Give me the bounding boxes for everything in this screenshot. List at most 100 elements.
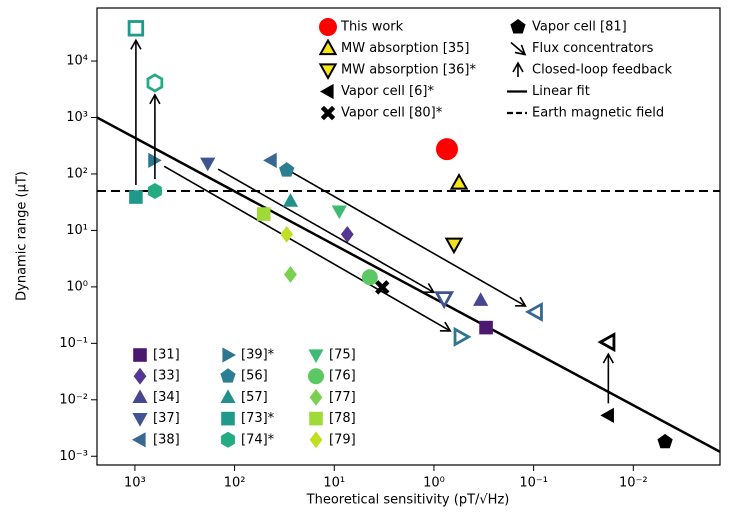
legend-marker [222,347,236,363]
legend-label: [56] [241,369,268,384]
data-point [435,138,458,161]
legend-label: [31] [153,348,180,363]
data-point [453,326,472,347]
legend-marker [309,431,323,449]
arrow [281,165,527,307]
legend-label: [75] [329,348,356,363]
legend-label: [79] [329,432,356,447]
legend-marker [309,389,323,406]
arrow [510,41,527,56]
fit-line [97,116,720,453]
data-point [657,433,673,449]
x-tick-label: 10² [224,476,246,491]
legend-marker [318,63,338,81]
y-tick-label: 10⁴ [66,54,88,69]
y-tick-label: 10⁰ [66,279,88,294]
legend-label: [73]* [241,411,275,426]
legend-marker [133,348,147,362]
legend-marker [221,411,235,426]
data-point [524,301,543,322]
data-point [127,20,145,37]
legend-label: [57] [241,390,268,405]
legend-label: [78] [329,411,356,426]
legend-marker [220,389,236,403]
legend-label: [38] [153,432,180,447]
data-point [434,291,455,310]
data-point [279,162,295,177]
legend-marker [132,389,148,403]
data-point [256,207,271,221]
legend-label: Closed-loop feedback [532,63,672,78]
data-point [375,280,390,295]
data-point [280,226,294,243]
legend-label: Earth magnetic field [532,106,664,121]
data-point [600,407,614,423]
legend-label: [39]* [241,348,275,363]
legend-marker [308,368,324,385]
legend-marker [320,83,334,100]
y-axis-label: Dynamic range (µT) [15,171,30,301]
x-tick-label: 10¹ [323,476,345,491]
y-tick-label: 10⁻¹ [59,336,88,351]
legend-label: [76] [329,369,356,384]
legend-marker [318,38,338,56]
legend-marker [132,413,148,427]
legend-marker [132,432,146,448]
data-point [361,269,378,286]
data-point [597,332,616,353]
x-tick-label: 10³ [124,476,146,491]
legend-label: [74]* [241,432,275,447]
y-tick-label: 10³ [66,110,88,125]
legend-marker [220,368,236,383]
legend-label: This work [340,20,404,35]
legend-label: [34] [153,390,180,405]
x-tick-label: 10⁻² [619,476,648,491]
legend-label: Vapor cell [6]* [341,84,434,99]
arrow [602,352,615,404]
data-point [200,157,216,172]
data-point [282,193,299,207]
data-point [340,226,354,243]
arrow [217,168,436,294]
data-point [331,205,347,220]
y-tick-label: 10⁻² [59,392,88,407]
data-point [479,320,493,335]
legend-label: MW absorption [36]* [341,63,476,78]
legend-label: Flux concentrators [532,41,654,56]
legend-label: Vapor cell [81] [532,20,627,35]
arrow [149,93,161,179]
arrow [512,61,524,77]
x-tick-label: 10⁻¹ [519,476,548,491]
data-point [449,173,469,190]
legend-label: [77] [329,390,356,405]
arrow [130,38,142,186]
legend-marker [510,19,526,34]
arrow [163,165,452,332]
legend-label: [33] [153,369,180,384]
y-tick-label: 10² [66,166,88,181]
data-point [284,266,297,283]
data-point [444,237,464,255]
data-point [263,152,277,168]
x-tick-label: 10⁰ [423,476,445,491]
legend-label: MW absorption [35] [341,41,469,56]
legend-marker [221,431,235,448]
x-axis-label: Theoretical sensitivity (pT/√Hz) [306,493,510,508]
legend-label: [37] [153,411,180,426]
data-point [473,292,489,306]
legend-marker [319,18,337,36]
plot-frame [96,7,721,466]
y-tick-label: 10⁻³ [59,449,88,464]
data-point [129,190,143,204]
legend-marker [133,367,147,385]
legend-marker [308,349,324,363]
y-tick-label: 10¹ [66,223,88,238]
legend-label: Linear fit [532,84,590,99]
legend-marker [320,105,336,121]
legend-label: Vapor cell [80]* [341,106,443,121]
data-point [147,182,162,199]
plot-area [97,20,720,453]
legend-marker [309,411,323,426]
data-point [146,73,164,93]
